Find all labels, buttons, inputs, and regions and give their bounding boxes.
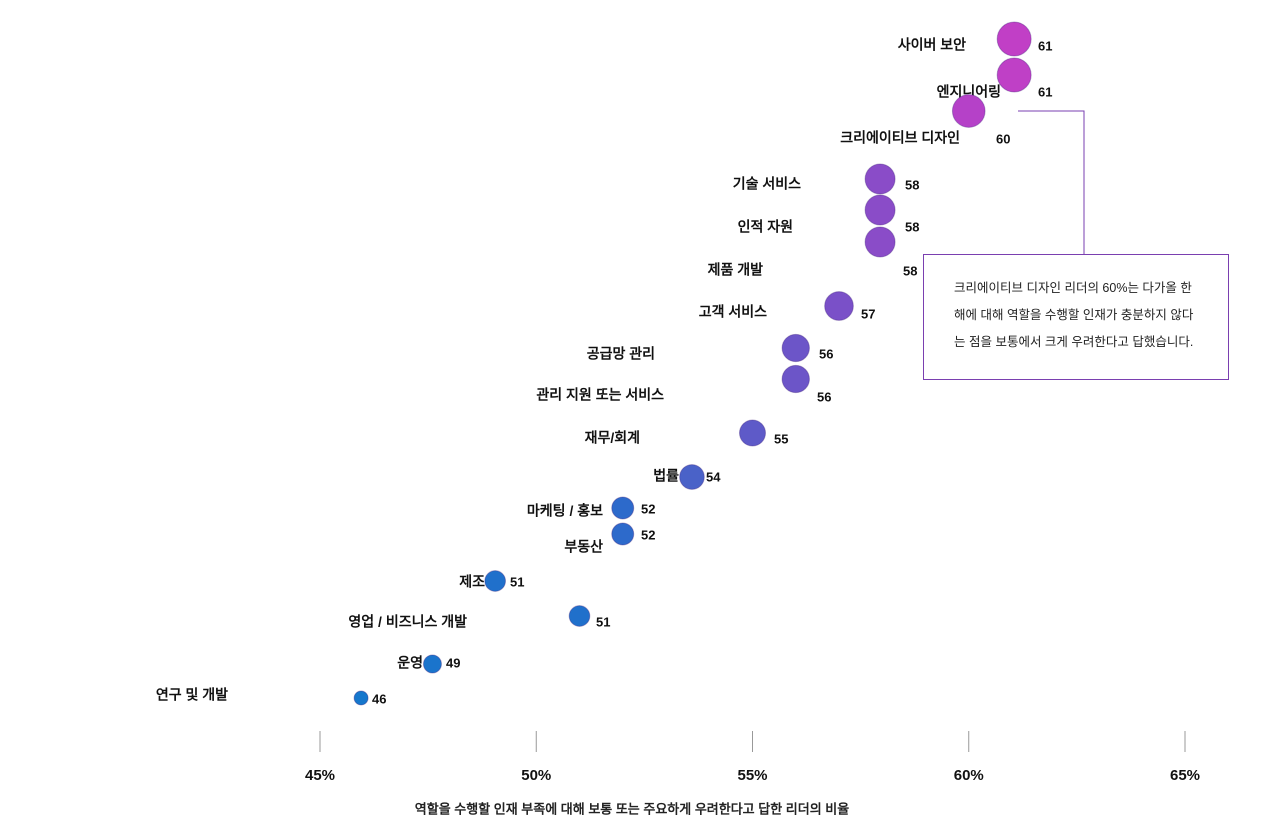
x-tick-label: 55%	[737, 767, 767, 784]
bubble	[996, 21, 1032, 57]
value-label: 61	[1038, 38, 1052, 53]
value-label: 54	[706, 469, 721, 484]
category-label: 기술 서비스	[733, 176, 801, 192]
bubble	[679, 464, 705, 490]
category-label: 고객 서비스	[699, 304, 767, 320]
value-label: 60	[996, 131, 1010, 146]
category-label: 엔지니어링	[937, 84, 1001, 100]
category-label: 제조	[459, 574, 485, 590]
value-label: 61	[1038, 84, 1052, 99]
category-label: 공급망 관리	[587, 346, 655, 362]
bubble	[951, 94, 986, 128]
bubble	[611, 522, 635, 546]
x-tick-label: 50%	[521, 767, 551, 784]
value-label: 52	[641, 527, 655, 542]
category-label: 사이버 보안	[898, 37, 966, 53]
bubble	[781, 364, 810, 394]
bubble	[824, 291, 854, 321]
category-label: 운영	[397, 655, 423, 671]
value-label: 57	[861, 306, 875, 321]
bubble	[739, 419, 766, 447]
bubble	[422, 654, 442, 674]
bubble	[484, 570, 506, 592]
bubble	[568, 605, 591, 627]
category-label: 법률	[653, 468, 679, 484]
callout-line	[1018, 110, 1085, 254]
category-label: 관리 지원 또는 서비스	[536, 387, 664, 403]
category-label: 크리에이티브 디자인	[840, 130, 960, 146]
bubble	[611, 496, 635, 520]
category-label: 부동산	[564, 539, 603, 555]
value-label: 49	[446, 655, 460, 670]
category-label: 마케팅 / 홍보	[527, 503, 603, 519]
value-label: 58	[905, 177, 919, 192]
bubble	[864, 163, 896, 195]
category-label: 영업 / 비즈니스 개발	[348, 614, 467, 630]
category-label: 제품 개발	[708, 262, 764, 278]
value-label: 55	[774, 431, 788, 446]
value-label: 46	[372, 691, 386, 706]
bubble	[864, 194, 896, 226]
annotation: 크리에이티브 디자인 리더의 60%는 다가올 한 해에 대해 역할을 수행할 …	[923, 254, 1229, 380]
value-label: 56	[817, 389, 831, 404]
category-label: 연구 및 개발	[156, 687, 228, 703]
x-tick-label: 60%	[954, 767, 984, 784]
value-label: 58	[905, 219, 919, 234]
category-label: 인적 자원	[738, 219, 793, 235]
bubble	[781, 333, 810, 363]
bubble	[353, 690, 369, 706]
x-tick-label: 65%	[1170, 767, 1200, 784]
value-label: 56	[819, 346, 833, 361]
x-axis-title: 역할을 수행할 인재 부족에 대해 보통 또는 주요하게 우려한다고 답한 리더…	[415, 801, 849, 816]
category-label: 재무/회계	[585, 430, 640, 446]
bubble	[864, 226, 896, 258]
bubble	[996, 57, 1032, 93]
x-tick-label: 45%	[305, 767, 335, 784]
value-label: 51	[596, 614, 610, 629]
value-label: 51	[510, 574, 524, 589]
value-label: 58	[903, 263, 917, 278]
value-label: 52	[641, 501, 655, 516]
